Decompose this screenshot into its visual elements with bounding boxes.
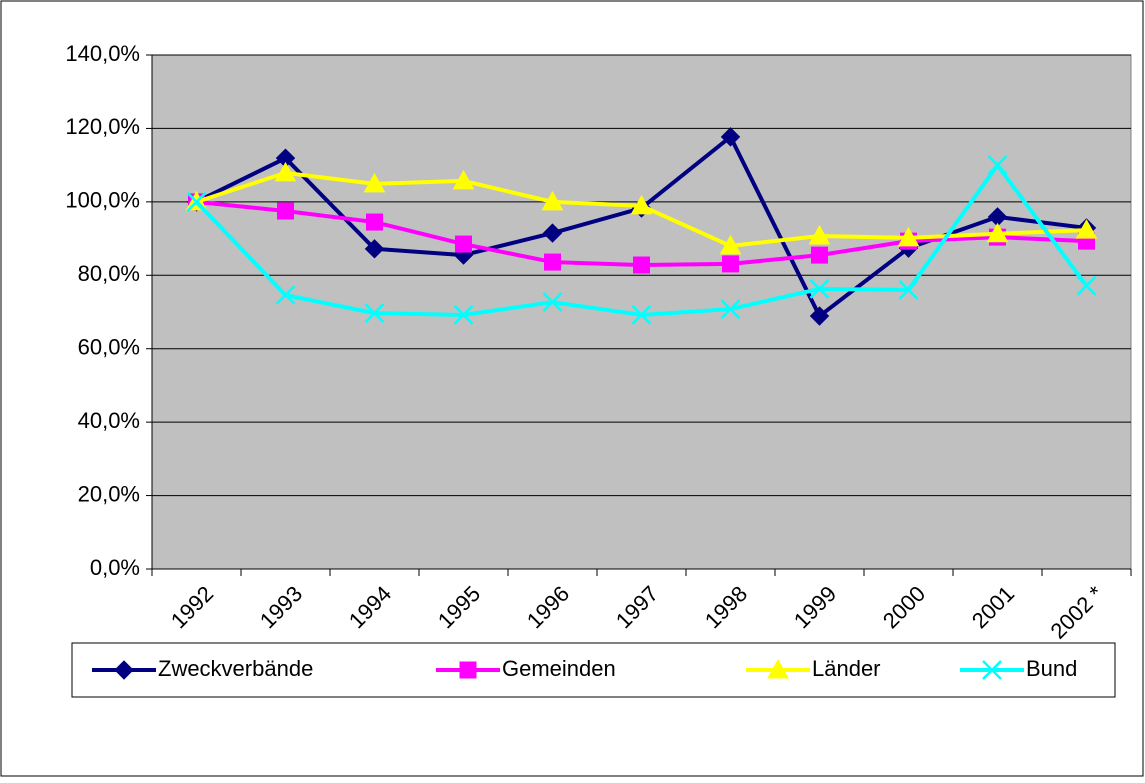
marker xyxy=(719,234,742,255)
marker xyxy=(809,306,830,326)
marker xyxy=(897,226,920,247)
legend-marker xyxy=(114,660,134,680)
marker xyxy=(544,253,561,271)
marker xyxy=(364,303,385,323)
marker xyxy=(898,280,919,300)
marker xyxy=(720,299,741,319)
marker xyxy=(186,191,207,212)
marker xyxy=(1076,276,1097,296)
marker xyxy=(363,172,386,193)
y-tick-label: 80,0% xyxy=(78,261,140,286)
marker xyxy=(1075,219,1098,239)
legend-label: Bund xyxy=(1026,656,1077,681)
legend xyxy=(71,642,1116,698)
marker xyxy=(277,202,294,220)
y-tick-label: 60,0% xyxy=(78,335,140,360)
y-tick-label: 0,0% xyxy=(90,555,140,580)
y-tick-label: 120,0% xyxy=(65,114,140,139)
marker xyxy=(452,169,475,190)
marker xyxy=(364,239,385,259)
plot-area xyxy=(151,54,1132,570)
marker xyxy=(809,278,830,299)
marker xyxy=(986,222,1009,243)
marker xyxy=(630,194,653,215)
marker xyxy=(453,305,474,325)
y-tick-label: 140,0% xyxy=(65,41,140,66)
marker xyxy=(541,190,564,211)
y-tick-label: 20,0% xyxy=(78,481,140,506)
marker xyxy=(633,256,650,274)
marker xyxy=(366,213,383,231)
marker xyxy=(631,305,652,325)
marker xyxy=(274,161,297,182)
marker xyxy=(722,255,739,273)
legend-marker xyxy=(459,661,477,679)
y-tick-label: 100,0% xyxy=(65,188,140,213)
legend-marker xyxy=(982,660,1002,680)
legend-label: Länder xyxy=(812,656,881,681)
legend-label: Gemeinden xyxy=(502,656,616,681)
y-tick-label: 40,0% xyxy=(78,408,140,433)
marker xyxy=(987,155,1008,176)
marker xyxy=(275,285,296,305)
marker xyxy=(542,223,563,243)
marker xyxy=(811,246,828,264)
marker xyxy=(542,292,563,312)
legend-label: Zweckverbände xyxy=(158,656,313,681)
marker xyxy=(808,224,831,245)
marker xyxy=(720,127,741,147)
legend-marker xyxy=(767,658,789,679)
marker xyxy=(455,235,472,253)
